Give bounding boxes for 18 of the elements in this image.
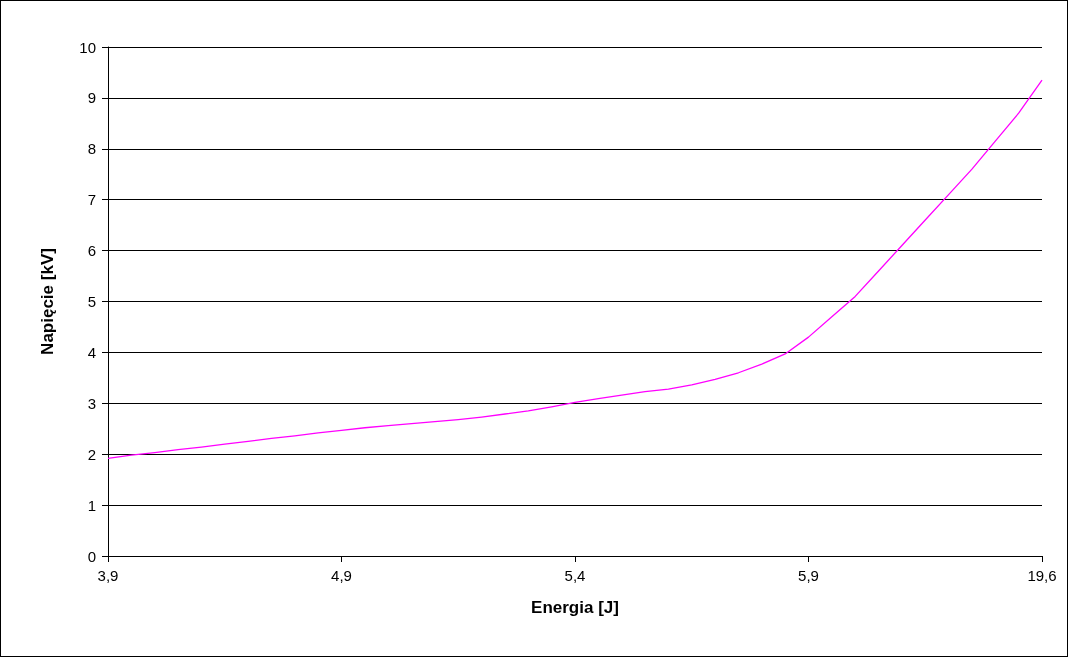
y-tick-label: 9 xyxy=(87,89,96,107)
y-tick-label: 5 xyxy=(87,293,96,310)
y-tick-label: 0 xyxy=(87,547,96,565)
x-tick-label: 5,4 xyxy=(564,567,586,584)
y-tick-label: 8 xyxy=(87,140,96,158)
y-tick-label: 2 xyxy=(87,445,96,463)
x-axis-title: Energia [J] xyxy=(531,598,619,617)
x-tick-label: 3,9 xyxy=(97,567,119,584)
x-tick-label: 5,9 xyxy=(798,567,819,584)
y-tick-label: 1 xyxy=(87,496,96,514)
y-tick-label: 7 xyxy=(87,191,96,209)
x-tick-label: 4,9 xyxy=(331,567,352,584)
y-tick-label: 6 xyxy=(87,242,96,260)
y-axis-title: Napięcie [kV] xyxy=(38,248,57,355)
y-tick-label: 10 xyxy=(79,38,96,56)
y-tick-label: 3 xyxy=(87,394,96,412)
x-tick-label: 19,6 xyxy=(1027,567,1057,584)
y-tick-label: 4 xyxy=(87,343,96,361)
